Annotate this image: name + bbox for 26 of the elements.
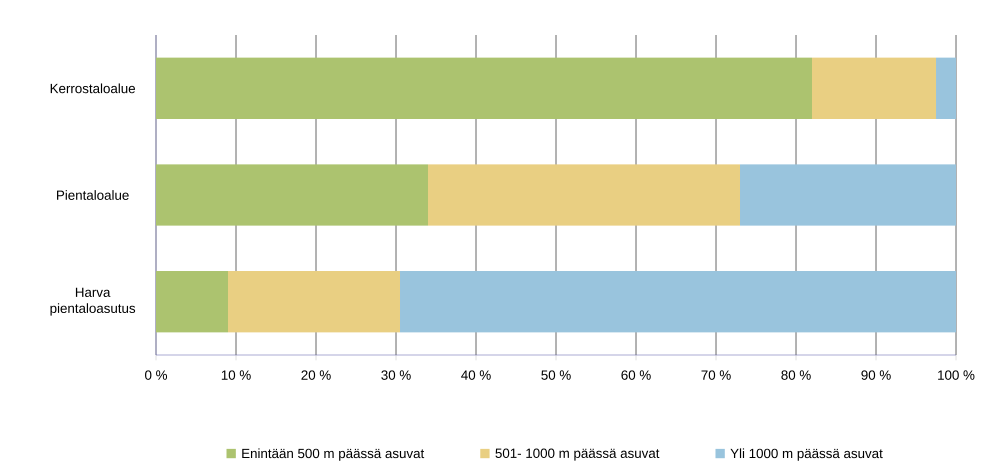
bar <box>428 164 740 226</box>
legend-label: 501- 1000 m päässä asuvat <box>495 448 660 461</box>
x-tick-label: 70 % <box>702 370 731 380</box>
bar <box>812 58 936 120</box>
bar <box>156 58 812 120</box>
bar <box>228 271 400 332</box>
legend-label: Yli 1000 m päässä asuvat <box>730 448 883 461</box>
y-tick-label: Pientaloalue <box>57 190 129 200</box>
x-tick-label: 80 % <box>781 370 811 380</box>
bar <box>400 271 956 332</box>
bar <box>936 58 956 120</box>
bar <box>156 164 428 226</box>
x-tick-label: 90 % <box>861 370 891 380</box>
x-tick-label: 60 % <box>621 370 651 380</box>
x-tick-label: 50 % <box>541 370 571 380</box>
x-tick-label: 30 % <box>381 370 411 380</box>
y-tick-label: Kerrostaloalue <box>50 83 135 94</box>
x-tick-label: 40 % <box>461 370 491 380</box>
y-tick-label: Harva pientaloasutus <box>50 288 136 316</box>
x-tick-label: 100 % <box>938 370 974 380</box>
x-tick-label: 0 % <box>145 370 168 380</box>
bar <box>156 271 228 332</box>
bar <box>740 164 956 226</box>
x-tick-label: 20 % <box>301 370 331 380</box>
x-tick-label: 10 % <box>222 370 251 380</box>
legend-label: Enintään 500 m päässä asuvat <box>242 448 424 461</box>
